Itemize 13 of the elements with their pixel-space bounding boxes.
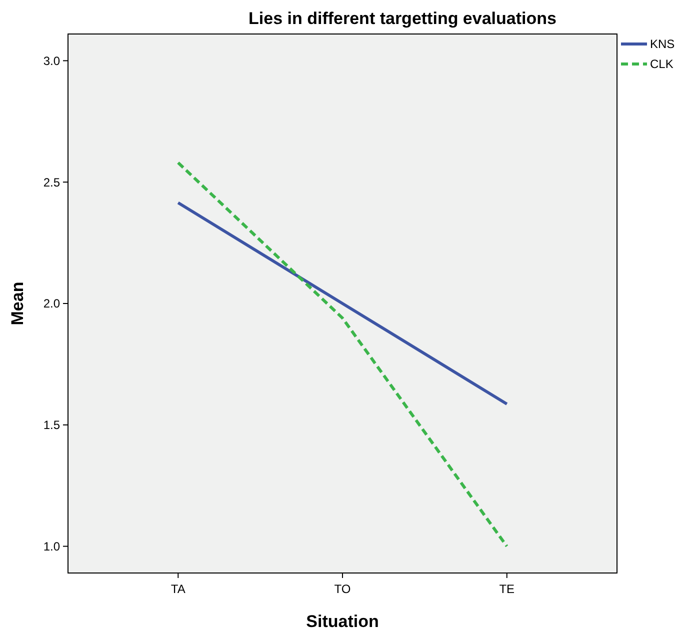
y-tick-label: 3.0 xyxy=(43,54,60,68)
y-tick-label: 2.0 xyxy=(43,296,60,311)
x-tick-label: TA xyxy=(170,582,186,596)
x-tick-label: TE xyxy=(499,582,515,596)
x-tick-label: TO xyxy=(334,582,351,596)
y-tick-label: 2.5 xyxy=(43,175,60,190)
legend-label: CLK xyxy=(650,57,674,72)
y-tick-label: 1.5 xyxy=(43,418,60,432)
y-axis-title: Mean xyxy=(8,282,27,326)
y-tick-label: 1.0 xyxy=(43,539,60,554)
chart-title: Lies in different targetting evaluations xyxy=(248,9,556,28)
legend-label: KNS xyxy=(650,37,675,52)
x-axis-title: Situation xyxy=(306,612,379,631)
